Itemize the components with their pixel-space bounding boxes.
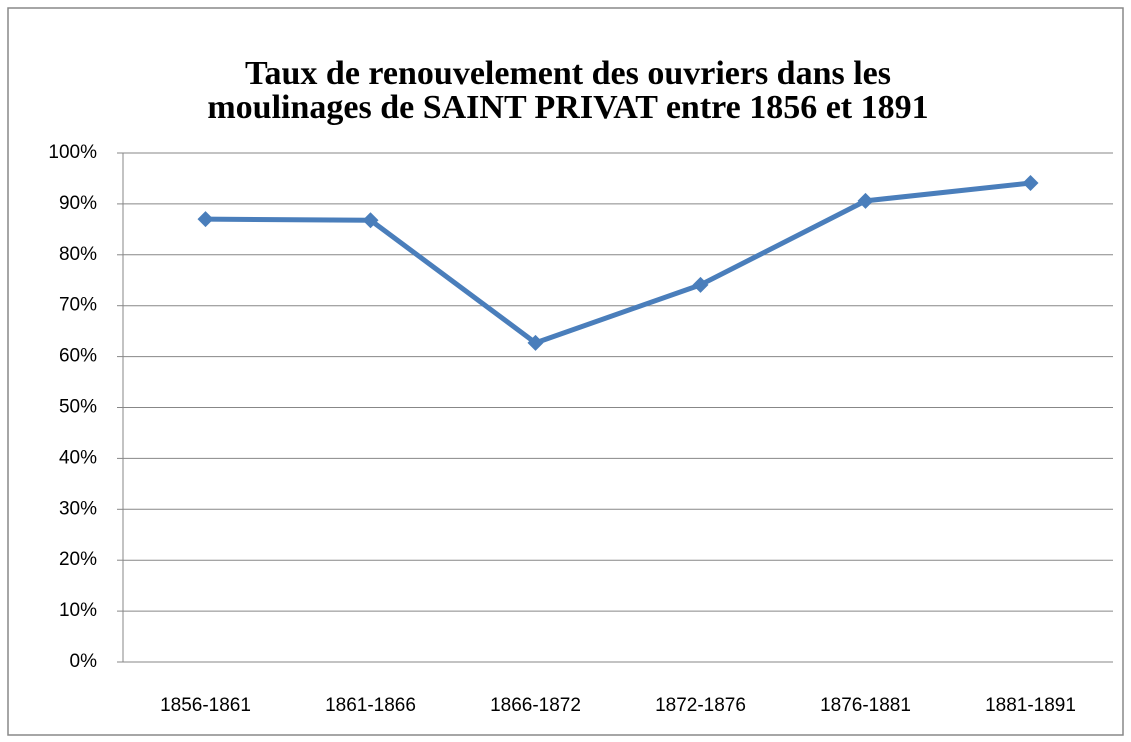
chart-title: moulinages de SAINT PRIVAT entre 1856 et… (207, 89, 928, 126)
marker (692, 276, 709, 293)
y-tick-label: 10% (59, 600, 97, 621)
chart-title: Taux de renouvelement des ouvriers dans … (245, 55, 891, 92)
x-tick-label: 1866-1872 (490, 695, 581, 716)
y-tick-label: 70% (59, 295, 97, 316)
x-tick-label: 1876-1881 (820, 695, 911, 716)
y-tick-label: 30% (59, 498, 97, 519)
x-tick-label: 1856-1861 (160, 695, 251, 716)
x-tick-label: 1881-1891 (985, 695, 1076, 716)
y-tick-label: 90% (59, 193, 97, 214)
marker (1022, 175, 1039, 192)
y-tick-label: 20% (59, 549, 97, 570)
marker (197, 211, 214, 228)
line (205, 180, 1031, 346)
y-tick-label: 80% (59, 244, 97, 265)
marker (857, 192, 874, 209)
y-tick-label: 40% (59, 447, 97, 468)
chart-border (7, 7, 1124, 736)
x-tick-label: 1872-1876 (655, 695, 746, 716)
x-tick-label: 1861-1866 (325, 695, 416, 716)
y-tick-label: 60% (59, 346, 97, 367)
y-tick-label: 100% (48, 142, 97, 163)
marker (527, 334, 544, 351)
y-tick-label: 0% (70, 651, 98, 672)
y-tick-label: 50% (59, 397, 97, 418)
marker (362, 212, 379, 229)
